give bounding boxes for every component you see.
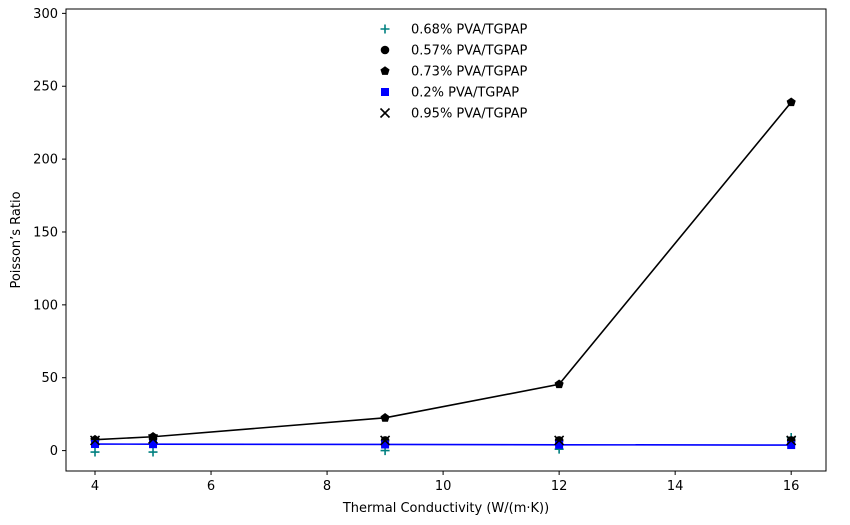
data-point <box>91 440 100 449</box>
data-point <box>147 433 159 445</box>
data-point <box>380 413 390 422</box>
series-line <box>94 101 792 441</box>
data-point <box>786 97 796 107</box>
series-3 <box>91 440 796 450</box>
legend-marker <box>380 45 390 55</box>
data-point <box>89 435 101 446</box>
y-axis-label: Poisson’s Ratio <box>9 191 24 288</box>
y-tick-label: 200 <box>33 153 58 168</box>
x-tick-label: 10 <box>435 479 452 494</box>
data-point <box>380 435 391 446</box>
legend-marker <box>379 107 391 119</box>
data-point <box>381 440 390 449</box>
y-tick-label: 100 <box>33 298 58 313</box>
x-tick-label: 6 <box>207 479 215 494</box>
data-point <box>554 435 565 446</box>
legend-item: 0.68% PVA/TGPAP <box>380 23 528 38</box>
x-tick-label: 8 <box>323 479 331 494</box>
data-point <box>786 435 797 446</box>
data-point <box>90 447 100 457</box>
x-tick-label: 16 <box>783 479 800 494</box>
plot-area <box>65 8 827 472</box>
y-tick-label: 250 <box>33 80 58 95</box>
chart-marks <box>89 97 797 457</box>
legend-label: 0.68% PVA/TGPAP <box>411 23 528 38</box>
x-tick-label: 4 <box>91 479 99 494</box>
x-axis: 4 6 8 10 12 14 16 <box>91 471 800 494</box>
legend-label: 0.57% PVA/TGPAP <box>411 44 528 59</box>
legend-marker <box>381 88 389 96</box>
data-point <box>149 440 158 449</box>
y-tick-label: 300 <box>33 7 58 22</box>
legend-label: 0.2% PVA/TGPAP <box>411 86 519 101</box>
x-tick-label: 12 <box>551 479 568 494</box>
data-point <box>554 379 564 389</box>
x-axis-label: Thermal Conductivity (W/(m·K)) <box>342 501 549 516</box>
series-2 <box>90 97 796 444</box>
legend-item: 0.73% PVA/TGPAP <box>380 65 528 80</box>
y-tick-label: 0 <box>50 444 58 459</box>
x-tick-label: 14 <box>667 479 684 494</box>
legend-marker <box>380 66 390 75</box>
legend-marker <box>380 24 390 34</box>
data-point <box>787 441 796 450</box>
data-point <box>148 447 158 457</box>
legend-label: 0.73% PVA/TGPAP <box>411 65 528 80</box>
y-axis: 0 50 100 150 200 250 300 <box>33 7 66 459</box>
legend-item: 0.2% PVA/TGPAP <box>381 86 519 101</box>
legend-label: 0.95% PVA/TGPAP <box>411 107 528 122</box>
data-point <box>148 431 158 441</box>
legend-item: 0.95% PVA/TGPAP <box>379 107 528 122</box>
y-tick-label: 50 <box>41 371 58 386</box>
series-1 <box>90 434 796 445</box>
series-line <box>95 443 792 446</box>
y-tick-label: 150 <box>33 225 58 240</box>
legend-item: 0.57% PVA/TGPAP <box>380 44 528 59</box>
data-point <box>555 440 564 449</box>
series-4 <box>89 433 797 446</box>
legend: 0.68% PVA/TGPAP 0.57% PVA/TGPAP 0.73% PVA/… <box>379 23 528 122</box>
